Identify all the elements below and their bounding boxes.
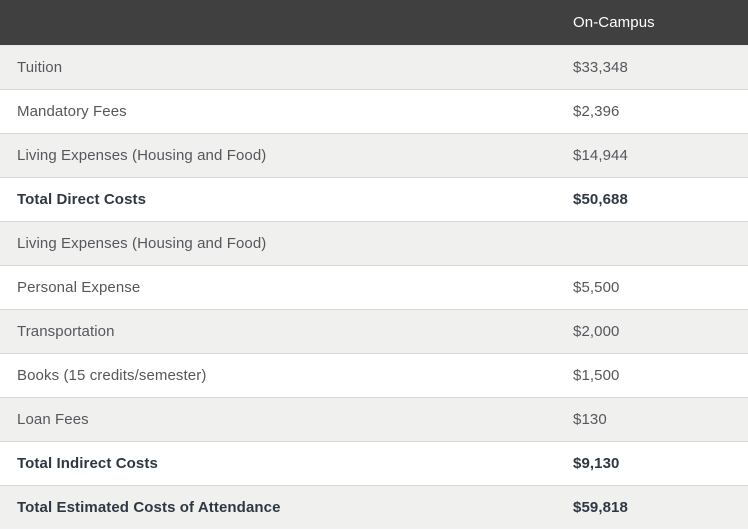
table-row-loan-fees: Loan Fees $130 — [0, 397, 748, 442]
row-label: Mandatory Fees — [0, 89, 556, 134]
row-label: Living Expenses (Housing and Food) — [0, 133, 556, 178]
row-value: $1,500 — [556, 353, 748, 398]
row-value — [556, 221, 748, 266]
table-row-tuition: Tuition $33,348 — [0, 45, 748, 90]
table-row-living-expenses-indirect: Living Expenses (Housing and Food) — [0, 221, 748, 266]
table-row-living-expenses-direct: Living Expenses (Housing and Food) $14,9… — [0, 133, 748, 178]
row-value: $59,818 — [556, 485, 748, 529]
row-label: Total Estimated Costs of Attendance — [0, 485, 556, 529]
column-header-on-campus: On-Campus — [556, 0, 748, 46]
table-row-personal-expense: Personal Expense $5,500 — [0, 265, 748, 310]
row-value: $130 — [556, 397, 748, 442]
row-value: $50,688 — [556, 177, 748, 222]
row-label: Personal Expense — [0, 265, 556, 310]
row-value: $33,348 — [556, 45, 748, 90]
table-row-total-indirect-costs: Total Indirect Costs $9,130 — [0, 441, 748, 486]
table-row-mandatory-fees: Mandatory Fees $2,396 — [0, 89, 748, 134]
column-header-label — [0, 0, 556, 46]
row-label: Living Expenses (Housing and Food) — [0, 221, 556, 266]
table-header-row: On-Campus — [0, 0, 748, 46]
row-value: $2,396 — [556, 89, 748, 134]
table-row-books: Books (15 credits/semester) $1,500 — [0, 353, 748, 398]
row-value: $5,500 — [556, 265, 748, 310]
table-row-transportation: Transportation $2,000 — [0, 309, 748, 354]
row-label: Tuition — [0, 45, 556, 90]
table-row-total-estimated-costs: Total Estimated Costs of Attendance $59,… — [0, 485, 748, 529]
row-label: Books (15 credits/semester) — [0, 353, 556, 398]
row-label: Transportation — [0, 309, 556, 354]
row-label: Total Indirect Costs — [0, 441, 556, 486]
row-value: $2,000 — [556, 309, 748, 354]
table-row-total-direct-costs: Total Direct Costs $50,688 — [0, 177, 748, 222]
row-label: Loan Fees — [0, 397, 556, 442]
row-label: Total Direct Costs — [0, 177, 556, 222]
row-value: $14,944 — [556, 133, 748, 178]
row-value: $9,130 — [556, 441, 748, 486]
